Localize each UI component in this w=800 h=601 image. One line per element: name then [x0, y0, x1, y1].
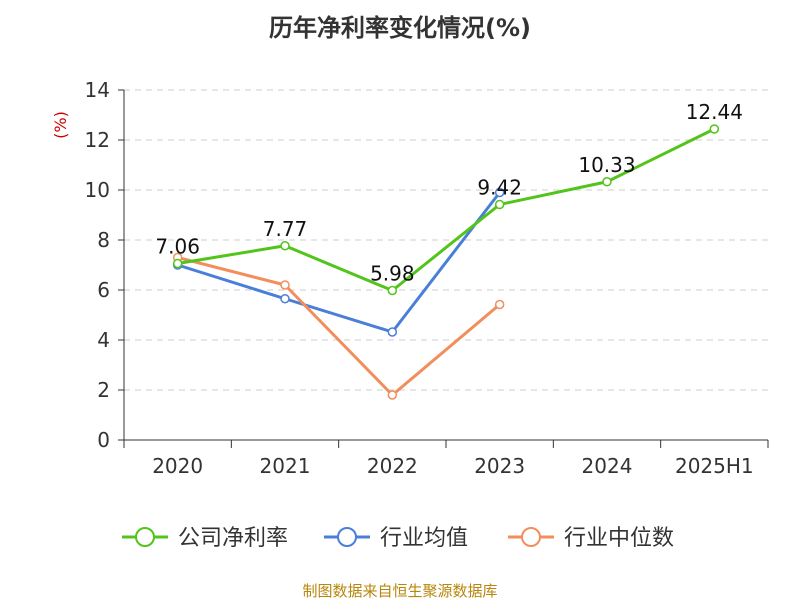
- y-tick-label: 14: [85, 78, 110, 102]
- data-label: 5.98: [370, 262, 415, 286]
- y-tick-label: 0: [97, 428, 110, 452]
- y-tick-label: 2: [97, 378, 110, 402]
- series-line: [177, 191, 501, 334]
- data-source-note: 制图数据来自恒生聚源数据库: [302, 582, 498, 600]
- legend-marker: [337, 527, 357, 547]
- data-point: [387, 327, 398, 337]
- data-point: [494, 187, 505, 198]
- data-point: [494, 199, 505, 210]
- data-label: 7.77: [263, 217, 308, 241]
- series-line: [177, 127, 715, 292]
- data-label: 9.42: [477, 176, 522, 200]
- data-point: [387, 390, 398, 400]
- data-point: [387, 285, 398, 296]
- y-tick-label: 8: [97, 228, 110, 252]
- x-tick-label: 2020: [152, 454, 203, 478]
- legend-label: 公司净利率: [178, 526, 288, 551]
- data-point: [280, 241, 290, 251]
- x-tick-label: 2025H1: [675, 454, 754, 478]
- x-tick-label: 2023: [474, 454, 525, 478]
- legend-marker: [135, 527, 155, 547]
- data-label: 10.33: [578, 153, 635, 177]
- y-axis-label: (%): [51, 111, 70, 139]
- legend-label: 行业中位数: [564, 526, 674, 551]
- data-point: [709, 124, 720, 134]
- data-point: [172, 258, 183, 269]
- data-point: [494, 299, 505, 310]
- data-label: 12.44: [686, 100, 743, 124]
- x-tick-label: 2022: [367, 454, 418, 478]
- legend-marker: [521, 527, 541, 547]
- y-tick-label: 4: [97, 328, 110, 352]
- data-label: 7.06: [155, 235, 200, 259]
- x-tick-label: 2021: [260, 454, 311, 478]
- series-line: [177, 256, 501, 397]
- y-tick-label: 6: [97, 278, 110, 302]
- y-tick-label: 10: [85, 178, 110, 202]
- x-tick-label: 2024: [582, 454, 633, 478]
- data-point: [280, 294, 290, 304]
- chart-title: 历年净利率变化情况(%): [269, 14, 531, 42]
- y-tick-label: 12: [85, 128, 110, 152]
- legend-label: 行业均值: [380, 526, 468, 551]
- data-point: [602, 177, 612, 187]
- data-point: [280, 280, 290, 290]
